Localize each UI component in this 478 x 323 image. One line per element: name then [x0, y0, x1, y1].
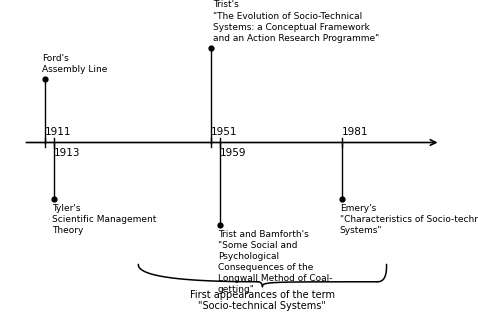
- Text: Emery's
"Characteristics of Socio-technical
Systems": Emery's "Characteristics of Socio-techni…: [340, 204, 478, 235]
- Text: Ford's
Assembly Line: Ford's Assembly Line: [42, 54, 108, 75]
- Text: Tyler's
Scientific Management
Theory: Tyler's Scientific Management Theory: [52, 204, 156, 235]
- Text: First appearances of the term
"Socio-technical Systems": First appearances of the term "Socio-tec…: [190, 290, 335, 311]
- Text: 1959: 1959: [220, 148, 247, 158]
- Text: Trist and Bamforth's
"Some Social and
Psychological
Consequences of the
Longwall: Trist and Bamforth's "Some Social and Ps…: [218, 230, 332, 294]
- Text: 1981: 1981: [342, 128, 369, 138]
- Text: 1913: 1913: [54, 148, 80, 158]
- Text: Trist's
"The Evolution of Socio-Technical
Systems: a Conceptual Framework
and an: Trist's "The Evolution of Socio-Technica…: [213, 1, 380, 43]
- Text: 1911: 1911: [44, 128, 71, 138]
- Text: 1951: 1951: [211, 128, 238, 138]
